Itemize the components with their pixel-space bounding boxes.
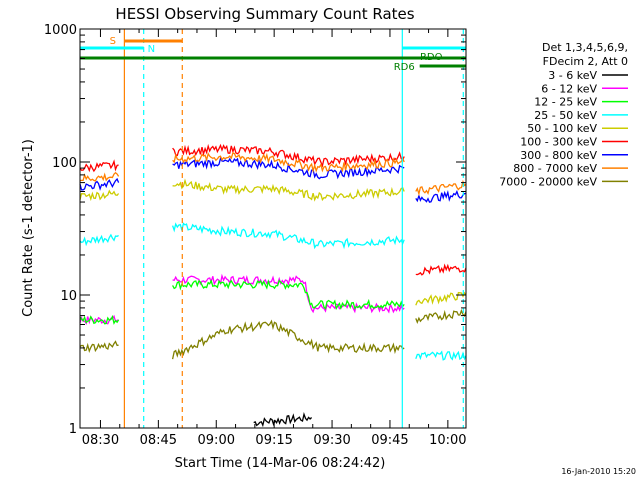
x-tick-label: 08:45 bbox=[140, 433, 177, 448]
y-axis: 1 10 100 1000 bbox=[44, 23, 466, 437]
legend-label: 100 - 300 keV bbox=[520, 136, 597, 149]
footer-timestamp: 16-Jan-2010 15:20 bbox=[561, 467, 636, 476]
y-tick-label: 100 bbox=[52, 156, 77, 171]
legend-label: 7000 - 20000 keV bbox=[499, 175, 597, 188]
legend-label: 6 - 12 keV bbox=[541, 82, 597, 95]
series-line bbox=[171, 319, 405, 360]
series-line bbox=[79, 171, 120, 182]
series-line bbox=[79, 189, 120, 202]
series-800-7000-kev bbox=[79, 152, 467, 197]
series-line bbox=[79, 233, 119, 247]
x-tick-label: 09:15 bbox=[255, 433, 292, 448]
series-line bbox=[415, 179, 467, 197]
series-line bbox=[415, 189, 467, 203]
x-tick-label: 08:30 bbox=[82, 433, 119, 448]
legend-label: 3 - 6 keV bbox=[548, 69, 597, 82]
series-line bbox=[253, 411, 313, 428]
x-tick-label: 10:00 bbox=[429, 433, 466, 448]
observing-flag-layer: S N RDO RD6 bbox=[80, 29, 466, 428]
series-7000-20000-kev bbox=[79, 308, 467, 360]
night-flag-label: N bbox=[148, 44, 155, 55]
x-tick-label: 09:00 bbox=[198, 433, 235, 448]
series-line bbox=[415, 350, 467, 361]
series-line bbox=[79, 314, 120, 325]
series-line bbox=[79, 159, 119, 173]
series-line bbox=[79, 177, 120, 191]
series-layer bbox=[79, 143, 467, 428]
x-tick-label: 09:45 bbox=[371, 433, 408, 448]
series-line bbox=[172, 279, 405, 311]
y-tick-label: 1000 bbox=[44, 23, 77, 38]
x-axis: 08:30 08:45 09:00 09:15 09:30 09:45 10:00 bbox=[82, 29, 467, 448]
series-line bbox=[415, 291, 467, 306]
legend-header-line-1: Det 1,3,4,5,6,9, bbox=[542, 41, 628, 54]
series-3-6-kev bbox=[253, 411, 313, 428]
series-50-100-kev bbox=[79, 178, 467, 306]
series-line bbox=[171, 222, 405, 250]
series-line bbox=[79, 340, 119, 354]
series-25-50-kev bbox=[79, 222, 467, 361]
x-axis-label: Start Time (14-Mar-06 08:24:42) bbox=[175, 456, 386, 471]
rdo-flag-label: RDO bbox=[420, 52, 443, 63]
legend-header-line-2: FDecim 2, Att 0 bbox=[543, 55, 628, 68]
series-line bbox=[172, 178, 405, 202]
legend-label: 800 - 7000 keV bbox=[513, 162, 597, 175]
series-line bbox=[172, 143, 405, 168]
y-tick-label: 10 bbox=[60, 289, 77, 304]
plot-frame bbox=[79, 28, 467, 429]
saa-flag-label: S bbox=[110, 36, 116, 47]
legend-label: 25 - 50 keV bbox=[534, 109, 597, 122]
y-tick-label: 1 bbox=[69, 422, 77, 437]
series-100-300-kev bbox=[79, 143, 467, 276]
y-axis-label: Count Rate (s-1 detector-1) bbox=[21, 139, 36, 317]
legend: Det 1,3,4,5,6,9, FDecim 2, Att 0 3 - 6 k… bbox=[499, 41, 628, 188]
series-12-25-kev bbox=[79, 279, 405, 325]
legend-label: 300 - 800 keV bbox=[520, 149, 597, 162]
legend-label: 12 - 25 keV bbox=[534, 96, 597, 109]
rd6-flag-label: RD6 bbox=[394, 62, 415, 73]
series-line bbox=[415, 308, 467, 324]
chart-title: HESSI Observing Summary Count Rates bbox=[115, 5, 414, 23]
legend-label: 50 - 100 keV bbox=[527, 122, 597, 135]
series-line bbox=[415, 263, 467, 276]
series-line bbox=[172, 152, 405, 174]
x-tick-label: 09:30 bbox=[313, 433, 350, 448]
